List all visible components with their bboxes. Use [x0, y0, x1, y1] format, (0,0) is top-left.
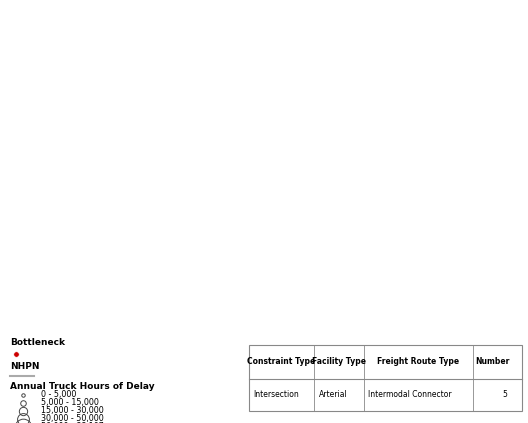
Text: 50,000 - 88,107: 50,000 - 88,107 [41, 422, 104, 423]
Text: 5: 5 [502, 390, 507, 399]
Text: Freight Route Type: Freight Route Type [377, 357, 459, 366]
Text: Intermodal Connector: Intermodal Connector [368, 390, 451, 399]
Bar [249, 345, 522, 411]
Text: 15,000 - 30,000: 15,000 - 30,000 [41, 406, 104, 415]
Text: Bottleneck: Bottleneck [10, 338, 65, 347]
Text: 30,000 - 50,000: 30,000 - 50,000 [41, 414, 104, 423]
Text: NHPN: NHPN [10, 362, 39, 371]
Text: Facility Type: Facility Type [312, 357, 366, 366]
Text: 0 - 5,000: 0 - 5,000 [41, 390, 77, 399]
Text: Annual Truck Hours of Delay: Annual Truck Hours of Delay [10, 382, 154, 391]
Text: Arterial: Arterial [318, 390, 347, 399]
Text: 5,000 - 15,000: 5,000 - 15,000 [41, 398, 99, 407]
Text: Number: Number [475, 357, 510, 366]
Text: Intersection: Intersection [253, 390, 299, 399]
Text: Constraint Type: Constraint Type [247, 357, 316, 366]
